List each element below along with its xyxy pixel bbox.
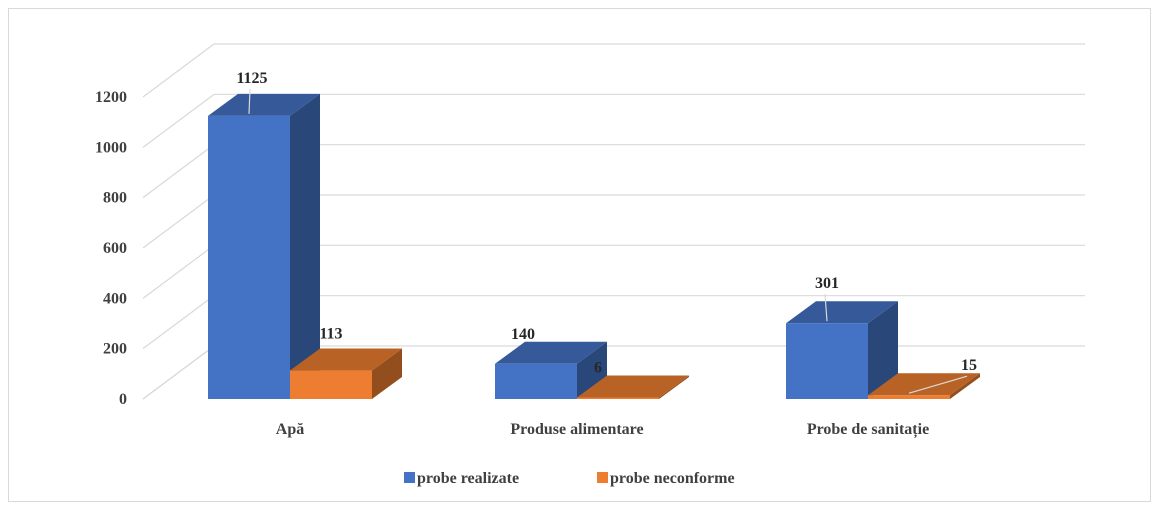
data-label: 6 <box>594 359 602 376</box>
y-tick-label: 0 <box>119 391 127 408</box>
y-tick-label: 1200 <box>95 89 127 106</box>
bar <box>786 323 868 399</box>
y-tick-label: 200 <box>103 341 127 358</box>
bar-side <box>577 341 607 399</box>
bar-side <box>372 348 402 399</box>
bar-side <box>868 301 898 399</box>
y-tick-label: 800 <box>103 190 127 207</box>
y-tick-label: 400 <box>103 290 127 307</box>
data-label: 301 <box>815 275 839 292</box>
legend-label: probe neconforme <box>610 470 735 487</box>
gridline-diagonal <box>142 194 215 249</box>
y-tick-label: 600 <box>103 240 127 257</box>
legend-swatch <box>404 472 415 483</box>
data-label: 140 <box>511 326 535 343</box>
gridline-diagonal <box>142 295 215 350</box>
data-label-leader <box>248 88 251 114</box>
bar <box>577 397 659 399</box>
legend-swatch <box>597 472 608 483</box>
gridlines: 0 200 400 600 800 1000 1200 <box>95 43 1085 408</box>
gridline-diagonal <box>142 144 215 199</box>
bar-top <box>577 375 689 398</box>
bar <box>868 395 950 399</box>
floor-edge <box>142 345 215 400</box>
data-label: 113 <box>319 326 342 343</box>
bar-top <box>786 301 898 324</box>
y-tick-label: 1000 <box>95 139 127 156</box>
chart-frame <box>8 8 1151 502</box>
bar-side <box>659 375 689 399</box>
bar-side <box>290 93 320 399</box>
bar <box>208 115 290 399</box>
gridline-diagonal <box>142 93 215 148</box>
data-label: 15 <box>961 357 977 374</box>
bars: 1125 113 140 6 301 15 <box>208 70 980 399</box>
bar <box>495 363 577 399</box>
legend-label: probe realizate <box>417 470 519 487</box>
data-label-leader <box>908 375 968 394</box>
bar-top <box>868 373 980 396</box>
gridline-diagonal <box>142 244 215 299</box>
legend: probe realizate probe neconforme <box>404 470 735 487</box>
gridline-diagonal <box>142 43 215 98</box>
bar-top <box>495 341 607 364</box>
category-label: Probe de sanitație <box>807 421 929 439</box>
category-label: Produse alimentare <box>510 421 643 438</box>
bar-top <box>290 348 402 371</box>
data-label: 1125 <box>236 70 267 87</box>
data-label-leader <box>824 294 828 322</box>
bar-side <box>950 373 980 399</box>
bar-top <box>208 93 320 116</box>
bar <box>290 370 372 399</box>
category-label: Apă <box>276 421 304 438</box>
